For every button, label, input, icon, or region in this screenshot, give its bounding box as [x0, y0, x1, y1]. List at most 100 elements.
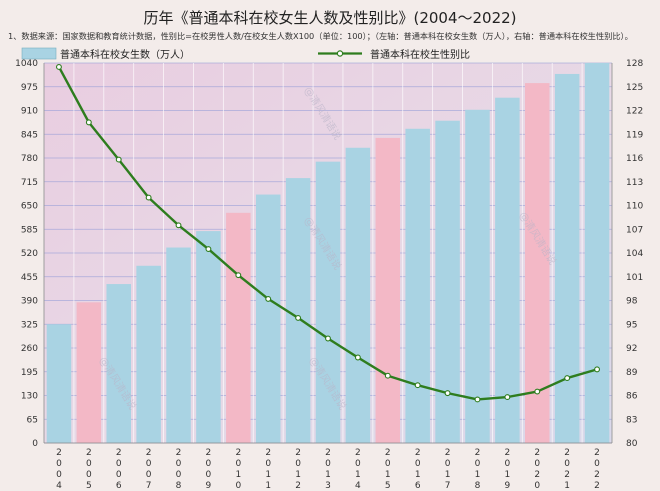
left-tick-label: 520 [21, 249, 38, 259]
bar-2017 [435, 120, 460, 443]
ratio-point-2017 [444, 390, 451, 397]
ratio-point-2020 [534, 388, 541, 395]
x-tick-char: 2 [415, 448, 421, 458]
bar-2007 [136, 265, 161, 443]
bar-2021 [554, 73, 580, 443]
left-tick-label: 325 [21, 320, 38, 330]
bar-2010 [226, 212, 251, 443]
legend-line-marker [336, 50, 344, 57]
x-tick-char: 0 [415, 459, 421, 469]
x-tick-char: 2 [445, 448, 451, 458]
x-tick-char: 2 [534, 448, 540, 458]
right-tick-label: 119 [626, 130, 643, 140]
right-tick-label: 125 [626, 83, 643, 93]
right-tick-label: 128 [626, 59, 643, 69]
chart-title: 历年《普通本科在校女生人数及性别比》(2004～2022) [143, 9, 517, 27]
x-tick-char: 3 [325, 481, 331, 491]
x-tick-char: 0 [146, 459, 152, 469]
bar-2006 [106, 284, 131, 443]
x-tick-char: 0 [56, 470, 62, 480]
x-tick-char: 2 [206, 448, 212, 458]
right-tick-label: 122 [626, 107, 643, 117]
right-tick-label: 101 [626, 273, 643, 283]
left-tick-label: 845 [21, 130, 38, 140]
right-tick-label: 107 [626, 225, 643, 235]
x-tick-char: 0 [56, 459, 62, 469]
x-tick-char: 5 [86, 481, 92, 491]
left-tick-label: 195 [21, 368, 38, 378]
left-tick-label: 260 [21, 344, 38, 354]
ratio-point-2021 [564, 375, 571, 382]
right-tick-label: 83 [626, 415, 637, 425]
x-tick-char: 6 [415, 481, 421, 491]
bar-2008 [166, 247, 191, 443]
bar-2020 [525, 83, 550, 443]
x-tick-char: 8 [475, 481, 481, 491]
x-tick-char: 2 [475, 448, 481, 458]
x-tick-char: 0 [534, 459, 540, 469]
x-tick-char: 1 [564, 481, 570, 491]
left-tick-label: 455 [21, 273, 38, 283]
ratio-point-2018 [474, 396, 481, 403]
x-tick-char: 1 [445, 470, 451, 480]
ratio-point-2011 [265, 295, 272, 302]
ratio-point-2012 [295, 314, 302, 321]
x-tick-char: 2 [295, 481, 301, 491]
left-tick-label: 975 [21, 83, 38, 93]
right-tick-label: 116 [626, 154, 643, 164]
x-tick-char: 1 [235, 470, 241, 480]
data-source-note: 1、数据来源：国家数据和教育统计数据，性别比=在校男性人数/在校女生人数X100… [8, 31, 633, 41]
x-tick-char: 0 [206, 459, 212, 469]
right-tick-label: 95 [626, 320, 637, 330]
right-tick-label: 89 [626, 368, 638, 378]
left-tick-label: 0 [32, 439, 38, 449]
x-tick-char: 0 [564, 459, 570, 469]
x-tick-char: 2 [534, 470, 540, 480]
left-tick-label: 585 [21, 225, 38, 235]
x-tick-char: 2 [176, 448, 182, 458]
ratio-point-2010 [235, 272, 242, 279]
x-tick-char: 2 [295, 448, 301, 458]
left-tick-label: 1040 [15, 59, 38, 69]
ratio-point-2006 [115, 156, 122, 163]
x-tick-char: 0 [325, 459, 331, 469]
bar-2012 [285, 178, 311, 443]
left-tick-label: 130 [21, 392, 38, 402]
x-tick-char: 2 [564, 448, 570, 458]
x-tick-char: 9 [206, 481, 212, 491]
x-tick-char: 2 [116, 448, 122, 458]
bar-2011 [255, 194, 281, 443]
x-tick-char: 1 [415, 470, 421, 480]
x-tick-char: 4 [56, 481, 62, 491]
left-tick-label: 390 [21, 297, 38, 307]
x-tick-char: 2 [235, 448, 241, 458]
bar-2016 [405, 128, 430, 443]
x-tick-char: 1 [505, 470, 511, 480]
x-tick-char: 1 [265, 470, 271, 480]
x-tick-char: 2 [594, 448, 600, 458]
legend-bar-swatch [21, 47, 57, 60]
right-tick-label: 98 [626, 297, 638, 307]
right-tick-label: 86 [626, 392, 638, 402]
ratio-point-2007 [145, 194, 152, 201]
left-tick-label: 650 [21, 202, 38, 212]
x-tick-char: 2 [594, 470, 600, 480]
x-tick-char: 1 [355, 470, 361, 480]
